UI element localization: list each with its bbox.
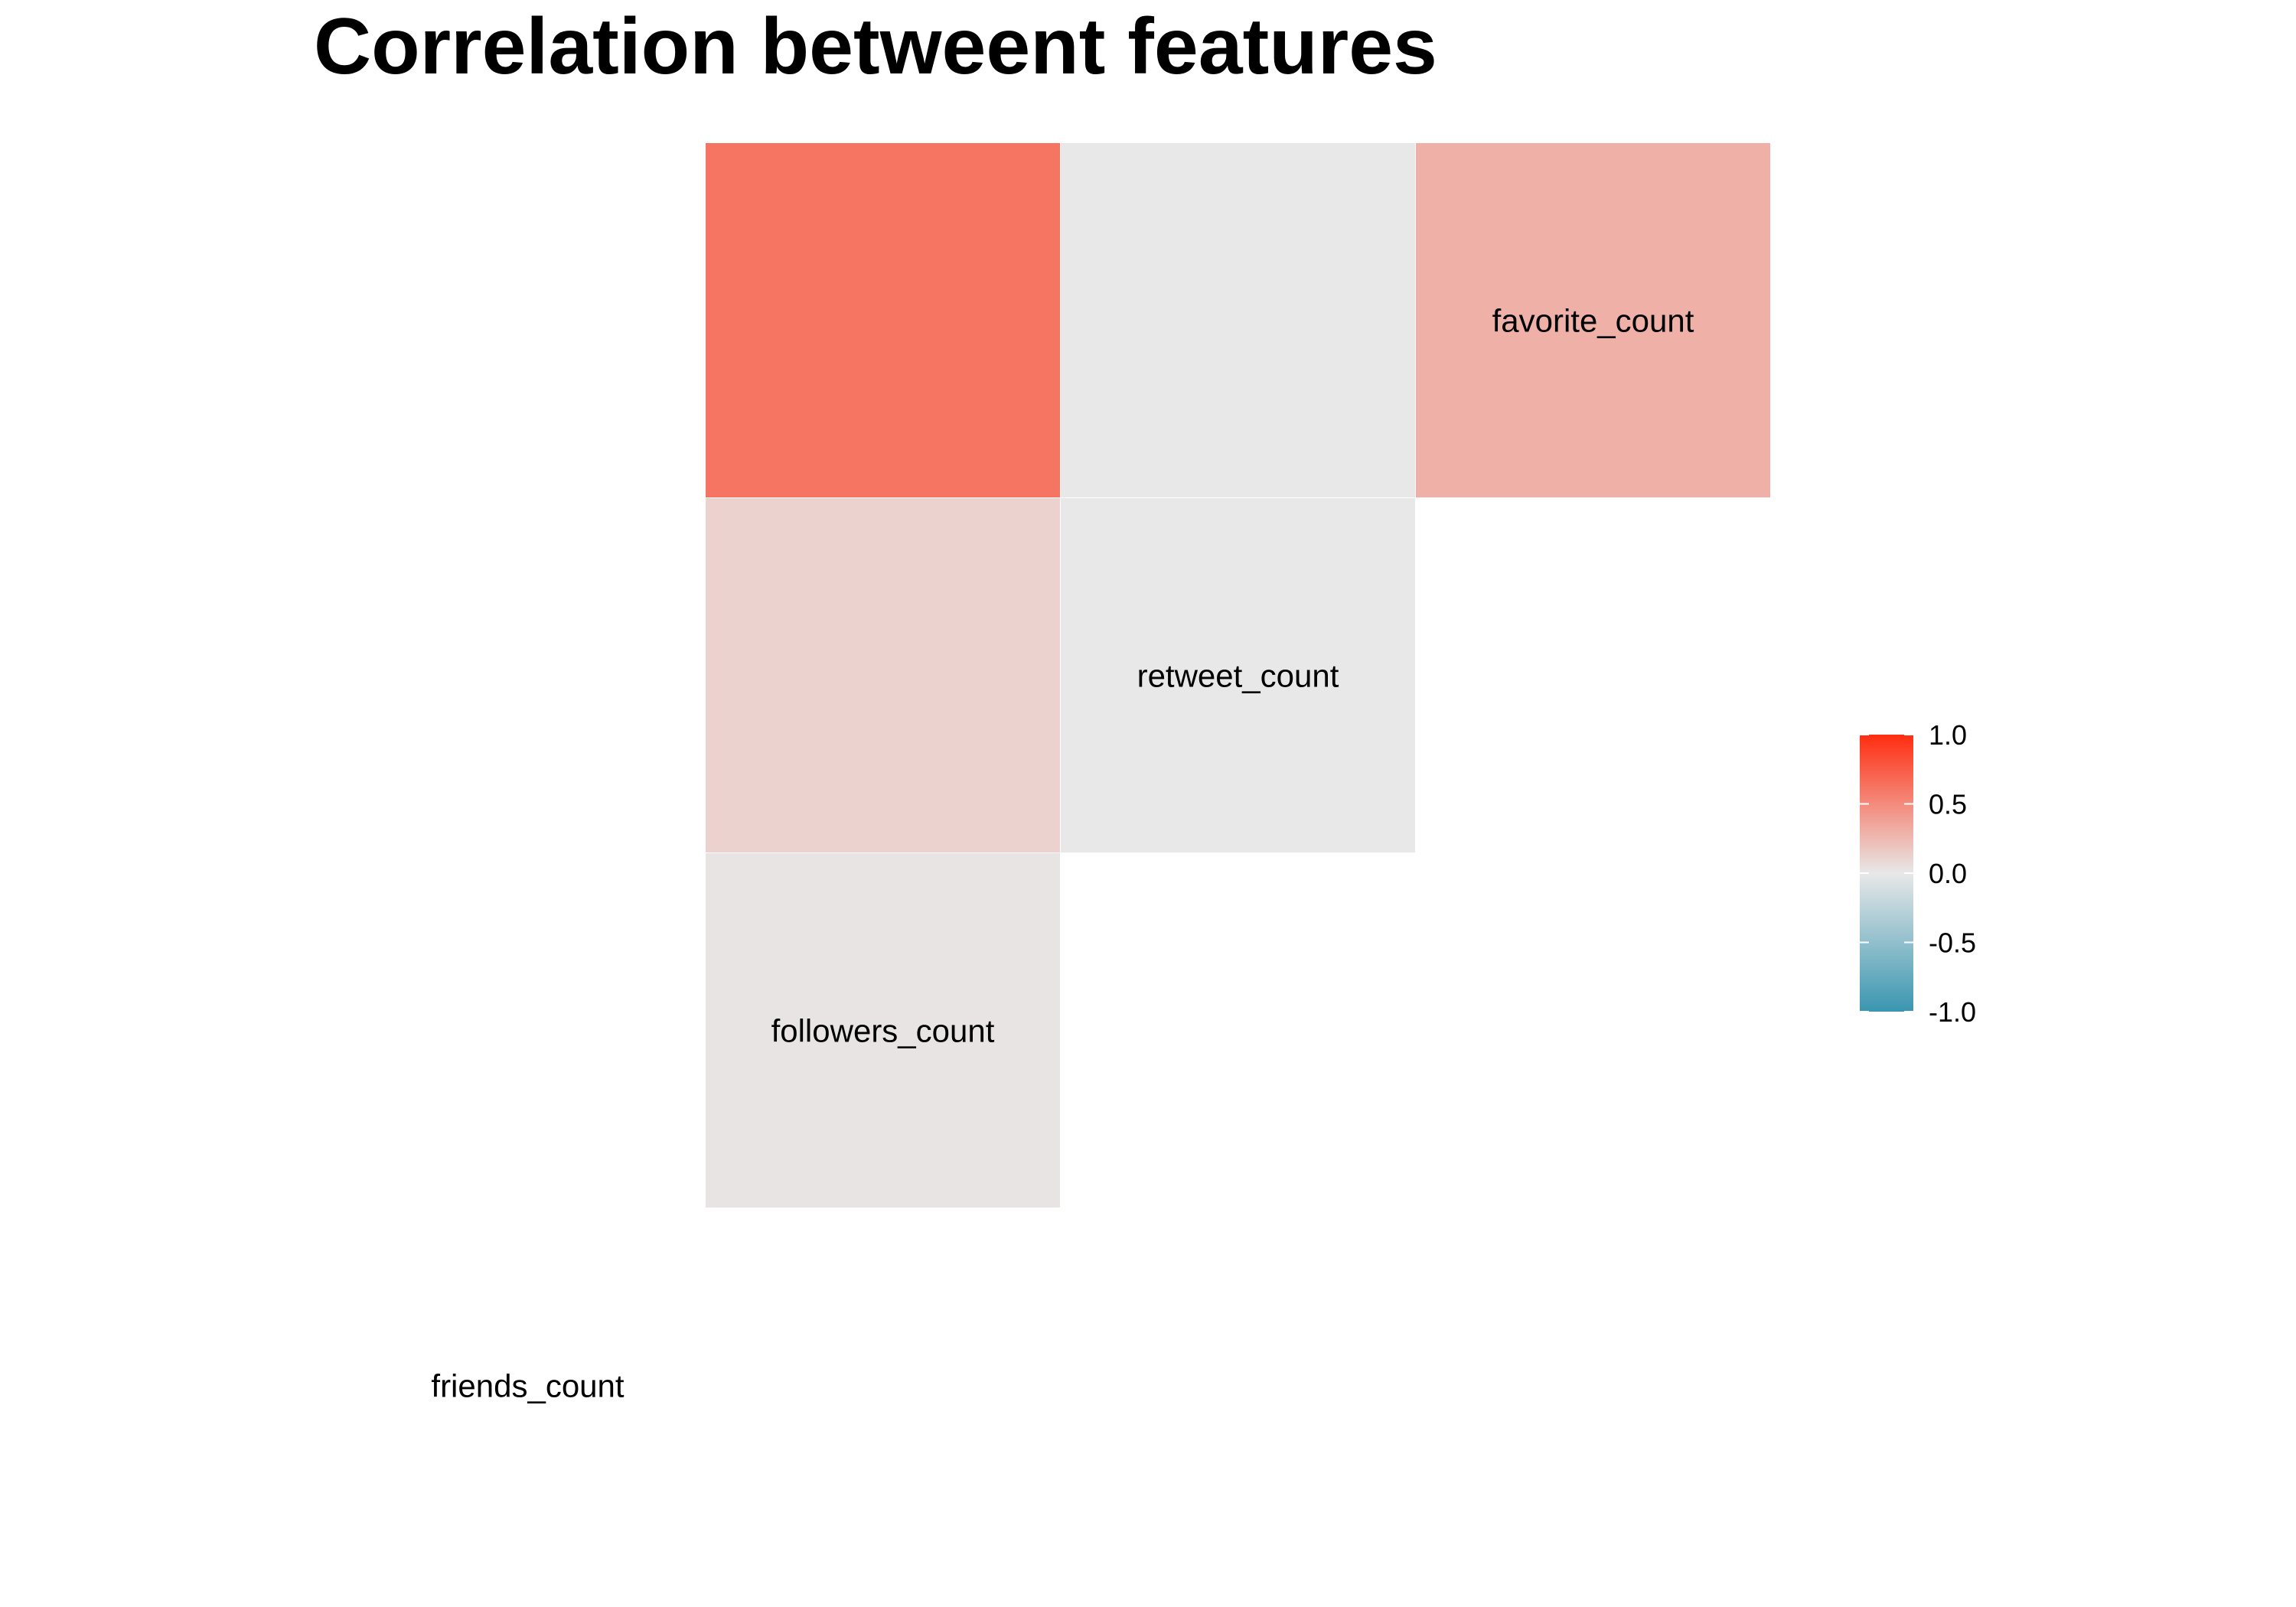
heatmap-cell-followers_count-friends_count — [706, 853, 1060, 1208]
legend-tick-label: 1.0 — [1929, 719, 1967, 751]
heatmap-cell-favorite_count-followers_count — [1061, 143, 1415, 497]
heatmap-cells — [706, 143, 1770, 1208]
variable-label-favorite_count: favorite_count — [1492, 303, 1694, 339]
heatmap-cell-favorite_count-retweet_count — [1416, 143, 1770, 497]
legend-tick-label: -0.5 — [1929, 927, 1976, 959]
diagonal-labels: friends_count followers_count retweet_coun… — [431, 303, 1694, 1404]
legend-tick-label: 0.0 — [1929, 858, 1967, 889]
legend-tick-label: -1.0 — [1929, 996, 1976, 1028]
variable-label-friends_count: friends_count — [431, 1368, 624, 1404]
legend-tick-label: 0.5 — [1929, 789, 1967, 820]
heatmap-cell-retweet_count-friends_count — [706, 498, 1060, 852]
chart-title: Correlation betweent features — [314, 2, 1437, 91]
heatmap-cell-favorite_count-friends_count — [706, 143, 1060, 497]
color-legend: 1.0 0.5 0.0 -0.5 -1.0 — [1860, 719, 1976, 1028]
variable-label-followers_count: followers_count — [771, 1013, 995, 1049]
heatmap-cell-retweet_count-followers_count — [1061, 498, 1415, 852]
variable-label-retweet_count: retweet_count — [1137, 658, 1339, 694]
